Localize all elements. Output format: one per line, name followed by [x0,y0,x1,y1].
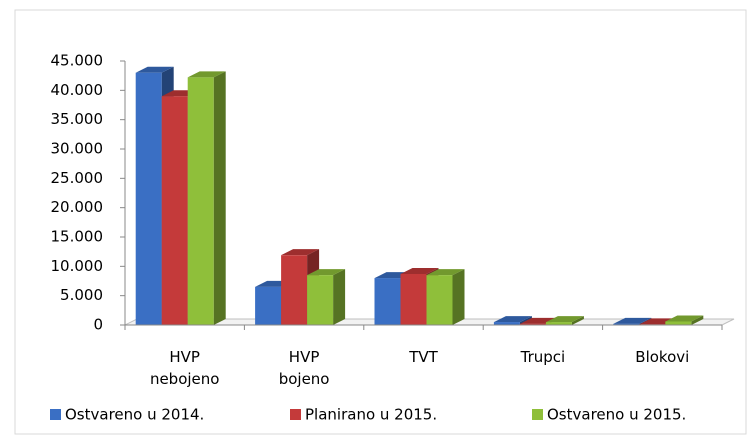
bar-top [307,269,346,276]
bar-top [187,71,226,78]
bar [665,321,692,325]
bar [307,275,334,325]
x-tick-label-line: Trupci [520,348,566,366]
x-tick-label-line: HVP [169,348,200,366]
bar-side [571,316,584,325]
bar-top [400,267,439,274]
legend-swatch [290,409,301,420]
bar-side [213,71,226,325]
legend-label: Planirano u 2015. [305,406,437,424]
bar-top [281,249,320,256]
legend-swatch [50,409,61,420]
bar-side [452,269,465,325]
bar-side [333,269,346,325]
bar [135,72,162,325]
bar-top [545,316,584,323]
x-tick-label: Trupci [520,348,566,366]
x-tick-label: HVP bojeno [279,348,330,388]
x-tick-label-line: Blokovi [635,348,689,366]
y-tick-label: 5.000 [60,286,103,304]
legend-label: Ostvareno u 2014. [65,406,204,424]
bar [613,323,640,325]
bar [281,255,308,325]
legend-swatch [532,409,543,420]
x-tick-label-line: TVT [408,348,438,366]
bar [255,286,282,325]
y-tick-label: 45.000 [51,52,104,70]
x-tick-label: TVT [408,348,438,366]
bar [426,275,453,325]
x-tick-label-line: bojeno [279,370,330,388]
bar-top [426,269,465,276]
y-tick-label: 20.000 [51,198,104,216]
y-tick-label: 35.000 [51,110,104,128]
y-tick-label: 15.000 [51,228,104,246]
bar [519,323,546,325]
bar-top [613,317,652,324]
x-tick-label: HVP nebojeno [150,348,220,388]
bar [374,278,401,325]
x-tick-label-line: nebojeno [150,370,220,388]
y-tick-label: 30.000 [51,140,104,158]
bar [545,322,572,325]
bar-top [665,315,704,322]
y-tick-label: 10.000 [51,257,104,275]
bar [161,96,188,325]
x-tick-label: Blokovi [635,348,689,366]
bar [400,273,427,325]
y-tick-label: 0 [93,316,103,334]
bar [493,322,520,325]
bar [187,77,214,325]
y-tick-label: 25.000 [51,169,104,187]
bar-top [493,316,532,323]
bar-top [135,66,174,73]
bar-side [691,315,704,325]
x-tick-label-line: HVP [289,348,320,366]
y-tick-label: 40.000 [51,81,104,99]
legend-label: Ostvareno u 2015. [547,406,686,424]
